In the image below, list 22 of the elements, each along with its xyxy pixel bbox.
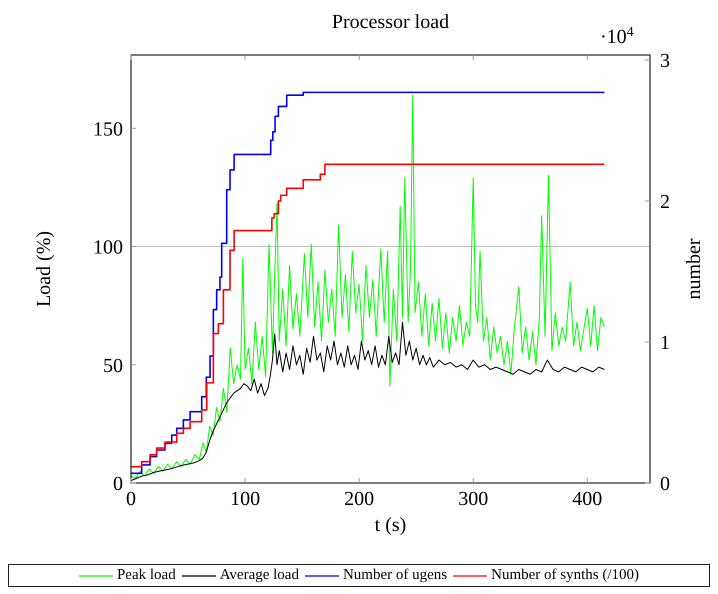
y-tick-label: 50 [103, 354, 123, 377]
legend-label: Average load [220, 567, 299, 584]
line-series [130, 322, 605, 482]
x-tick-label: 200 [344, 488, 374, 510]
legend-label: Number of synths (/100) [491, 567, 640, 584]
x-tick-label: 400 [572, 488, 602, 510]
x-tick-label: 100 [230, 488, 260, 510]
y-axis-title: Load (%) [33, 230, 55, 308]
chart-title: Processor load [332, 11, 450, 33]
y-tick-label: 150 [93, 118, 123, 140]
y2-tick-label: 3 [660, 50, 670, 72]
y2-tick-label: 2 [660, 190, 670, 213]
x-tick-label: 300 [458, 488, 488, 510]
text: ·10$^{4}$ [600, 24, 634, 48]
legend-label: Peak load [116, 567, 176, 584]
y2-tick-label: 1 [660, 332, 670, 354]
x-axis-title: t (s) [374, 514, 406, 536]
y2-axis-title: number [683, 238, 705, 300]
y2-tick-label: 0 [660, 473, 670, 495]
y-tick-label: 100 [93, 236, 123, 259]
y-tick-label: 0 [113, 473, 123, 495]
legend-label: Number of ugens [342, 567, 448, 584]
